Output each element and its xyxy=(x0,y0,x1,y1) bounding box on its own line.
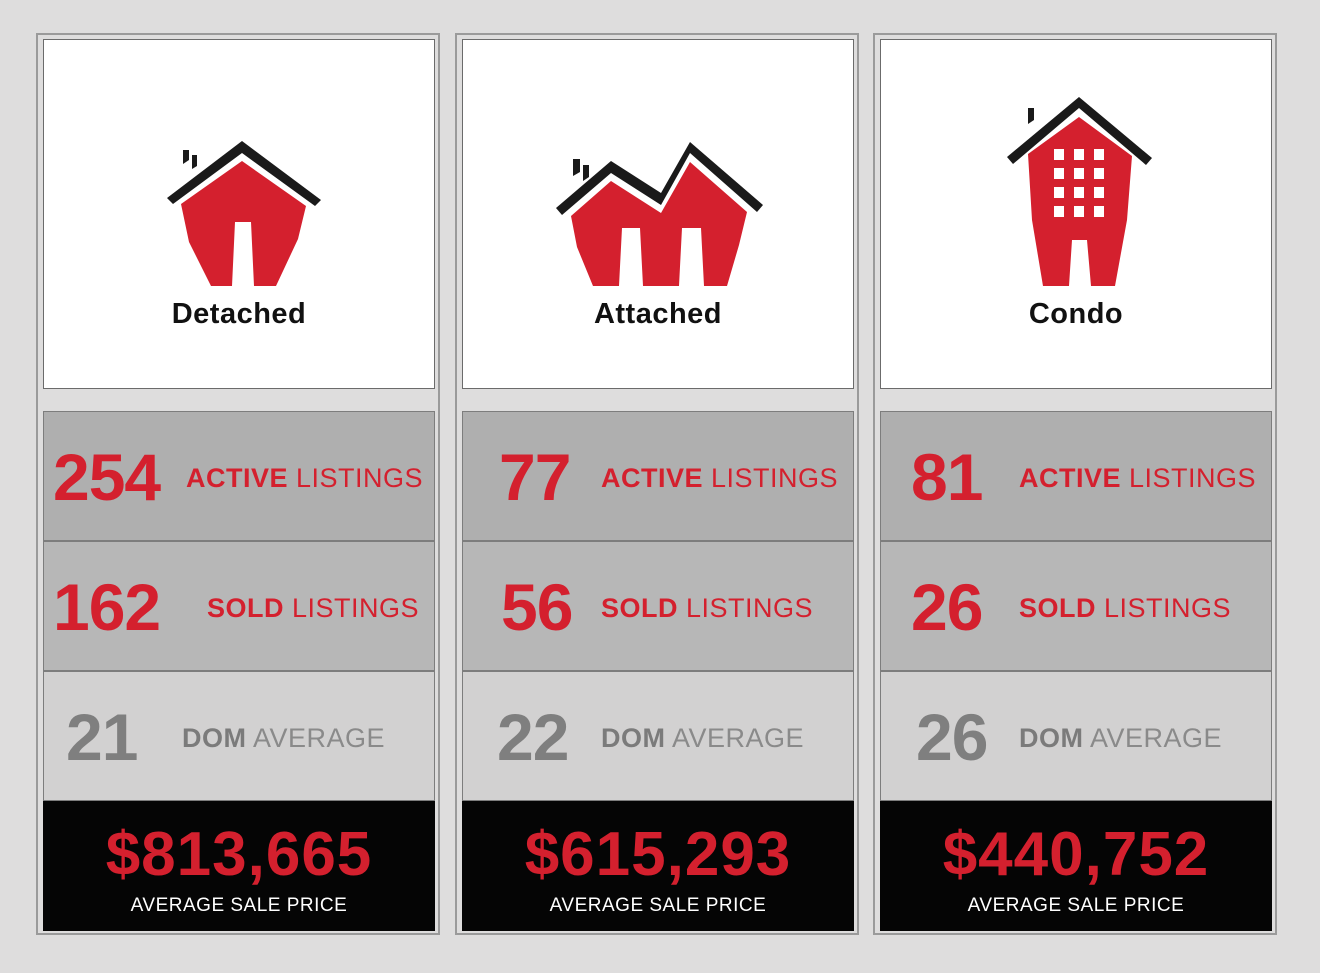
average-sale-price-value: $440,752 xyxy=(942,820,1210,889)
active-label-bold: ACTIVE xyxy=(1019,463,1122,493)
active-listings-row: 254 ACTIVE LISTINGS xyxy=(43,411,435,541)
condo-building-icon xyxy=(1007,97,1152,286)
active-label-bold: ACTIVE xyxy=(186,463,289,493)
category-card-detached: Detached 254 ACTIVE LISTINGS 162 SOLD LI… xyxy=(36,33,440,935)
icon-panel: Detached xyxy=(43,39,435,389)
dom-average-row: 21 DOM AVERAGE xyxy=(43,671,435,801)
average-sale-price-panel: $615,293 AVERAGE SALE PRICE xyxy=(462,801,854,931)
dom-average-value: 26 xyxy=(916,700,988,774)
sold-listings-row: 26 SOLD LISTINGS xyxy=(880,541,1272,671)
listings-label-text: LISTINGS xyxy=(711,463,839,493)
average-sale-price-value: $615,293 xyxy=(524,820,792,889)
dom-label-bold: DOM xyxy=(182,723,247,753)
active-listings-row: 77 ACTIVE LISTINGS xyxy=(462,411,854,541)
dom-average-label: DOM AVERAGE xyxy=(1019,722,1222,754)
sold-listings-label: SOLD LISTINGS xyxy=(601,592,813,624)
dom-average-value: 21 xyxy=(66,700,138,774)
listings-label-text: LISTINGS xyxy=(1129,463,1257,493)
average-sale-price-label: AVERAGE SALE PRICE xyxy=(130,895,348,916)
listings-label-text: LISTINGS xyxy=(292,593,420,623)
average-label-text: AVERAGE xyxy=(1090,723,1223,753)
listings-label-text: LISTINGS xyxy=(1104,593,1232,623)
listings-label-text: LISTINGS xyxy=(686,593,814,623)
sold-listings-row: 56 SOLD LISTINGS xyxy=(462,541,854,671)
category-card-attached: Attached 77 ACTIVE LISTINGS 56 SOLD LIST… xyxy=(455,33,859,935)
dom-average-row: 22 DOM AVERAGE xyxy=(462,671,854,801)
category-title: Detached xyxy=(171,298,307,330)
active-label-bold: ACTIVE xyxy=(601,463,704,493)
category-title: Attached xyxy=(593,298,723,330)
sold-listings-label: SOLD LISTINGS xyxy=(207,592,419,624)
average-sale-price-label: AVERAGE SALE PRICE xyxy=(549,895,767,916)
average-label-text: AVERAGE xyxy=(672,723,805,753)
detached-house-icon xyxy=(167,141,321,286)
sold-label-bold: SOLD xyxy=(601,593,679,623)
sold-label-bold: SOLD xyxy=(207,593,285,623)
sold-listings-row: 162 SOLD LISTINGS xyxy=(43,541,435,671)
average-sale-price-panel: $440,752 AVERAGE SALE PRICE xyxy=(880,801,1272,931)
active-listings-count: 77 xyxy=(499,440,571,514)
category-card-condo: Condo 81 ACTIVE LISTINGS 26 SOLD LISTING… xyxy=(873,33,1277,935)
active-listings-label: ACTIVE LISTINGS xyxy=(1019,462,1256,494)
active-listings-row: 81 ACTIVE LISTINGS xyxy=(880,411,1272,541)
dom-average-value: 22 xyxy=(497,700,569,774)
average-label-text: AVERAGE xyxy=(253,723,386,753)
active-listings-count: 81 xyxy=(911,440,983,514)
average-sale-price-label: AVERAGE SALE PRICE xyxy=(967,895,1185,916)
sold-listings-count: 162 xyxy=(53,570,161,644)
dom-average-row: 26 DOM AVERAGE xyxy=(880,671,1272,801)
active-listings-count: 254 xyxy=(53,440,161,514)
active-listings-label: ACTIVE LISTINGS xyxy=(601,462,838,494)
dom-label-bold: DOM xyxy=(601,723,666,753)
icon-panel: Attached xyxy=(462,39,854,389)
dom-average-label: DOM AVERAGE xyxy=(601,722,804,754)
active-listings-label: ACTIVE LISTINGS xyxy=(186,462,423,494)
average-sale-price-panel: $813,665 AVERAGE SALE PRICE xyxy=(43,801,435,931)
sold-listings-label: SOLD LISTINGS xyxy=(1019,592,1231,624)
sold-label-bold: SOLD xyxy=(1019,593,1097,623)
icon-panel: Condo xyxy=(880,39,1272,389)
average-sale-price-value: $813,665 xyxy=(105,820,373,889)
category-title: Condo xyxy=(1028,298,1124,330)
attached-house-icon xyxy=(556,142,763,286)
sold-listings-count: 56 xyxy=(501,570,573,644)
sold-listings-count: 26 xyxy=(911,570,983,644)
dom-label-bold: DOM xyxy=(1019,723,1084,753)
listings-label-text: LISTINGS xyxy=(296,463,424,493)
dom-average-label: DOM AVERAGE xyxy=(182,722,385,754)
